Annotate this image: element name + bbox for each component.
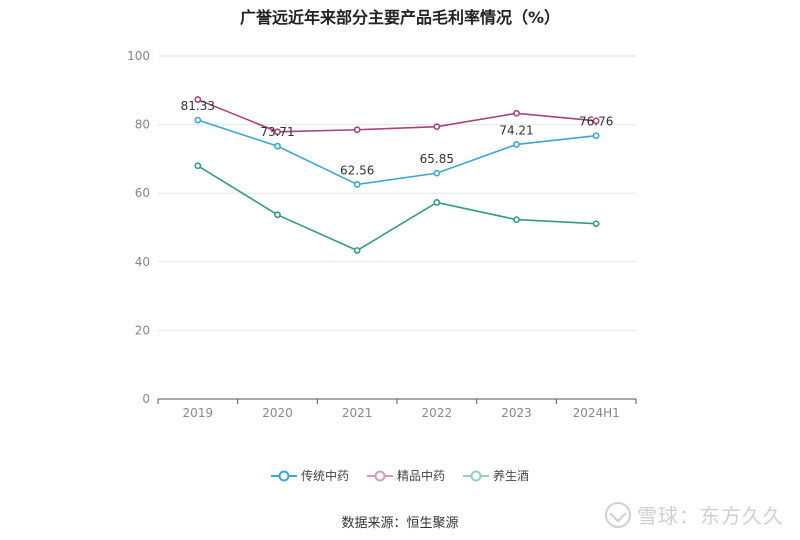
legend-item-wine[interactable]: 养生酒 <box>463 467 529 484</box>
x-tick-label: 2019 <box>183 406 214 420</box>
data-point <box>274 142 281 150</box>
data-label: 73.71 <box>260 125 294 139</box>
series-line <box>197 165 597 252</box>
data-point <box>353 181 361 188</box>
snowball-logo-icon <box>605 501 631 528</box>
data-point <box>433 199 441 206</box>
y-tick-label: 0 <box>142 392 150 406</box>
y-tick-label: 80 <box>135 118 150 132</box>
data-label: 76.76 <box>579 115 613 129</box>
data-point <box>513 216 520 224</box>
data-point <box>353 126 361 134</box>
legend-marker-icon <box>366 470 393 481</box>
data-point <box>433 169 441 177</box>
watermark-text: 雪球：东方久久 <box>637 504 784 528</box>
data-source: 数据来源：恒生聚源 <box>341 516 459 531</box>
watermark: 雪球：东方久久 <box>605 500 784 529</box>
data-label: 62.56 <box>340 163 374 177</box>
data-point <box>592 220 600 228</box>
legend-label: 养生酒 <box>493 469 530 483</box>
legend: 传统中药 精品中药 养生酒 <box>0 467 800 484</box>
y-tick-label: 100 <box>127 49 150 63</box>
data-point <box>513 109 520 117</box>
legend-item-traditional[interactable]: 传统中药 <box>270 467 349 484</box>
x-tick-label: 2023 <box>501 406 532 420</box>
y-tick-label: 20 <box>135 323 150 337</box>
data-point <box>433 123 441 131</box>
data-point <box>194 162 202 170</box>
series-line <box>197 119 597 186</box>
legend-item-premium[interactable]: 精品中药 <box>366 467 445 484</box>
x-tick-label: 2024H1 <box>573 406 620 420</box>
data-label: 74.21 <box>499 123 533 137</box>
y-tick-label: 60 <box>135 186 150 200</box>
x-tick-label: 2022 <box>422 406 453 420</box>
data-point <box>194 96 202 103</box>
data-point <box>194 116 202 124</box>
legend-marker-icon <box>463 470 489 481</box>
data-point <box>592 132 600 140</box>
data-label: 65.85 <box>420 152 454 166</box>
y-tick-label: 40 <box>135 255 150 269</box>
x-tick-label: 2020 <box>262 406 293 420</box>
series-line <box>197 98 597 133</box>
data-point <box>274 128 281 136</box>
data-label: 81.33 <box>181 99 215 113</box>
x-tick-label: 2021 <box>342 406 373 420</box>
legend-label: 精品中药 <box>396 469 445 483</box>
data-point <box>274 211 281 219</box>
data-point <box>592 117 600 125</box>
data-point <box>353 247 361 254</box>
legend-marker-icon <box>270 470 297 481</box>
chart-title: 广誉远近年来部分主要产品毛利率情况（%） <box>239 8 561 27</box>
data-point <box>513 141 520 148</box>
legend-label: 传统中药 <box>300 469 349 483</box>
line-chart: 0 20 40 60 80 100 2019 2020 2021 2022 2023 2024H1 81… <box>127 49 637 420</box>
